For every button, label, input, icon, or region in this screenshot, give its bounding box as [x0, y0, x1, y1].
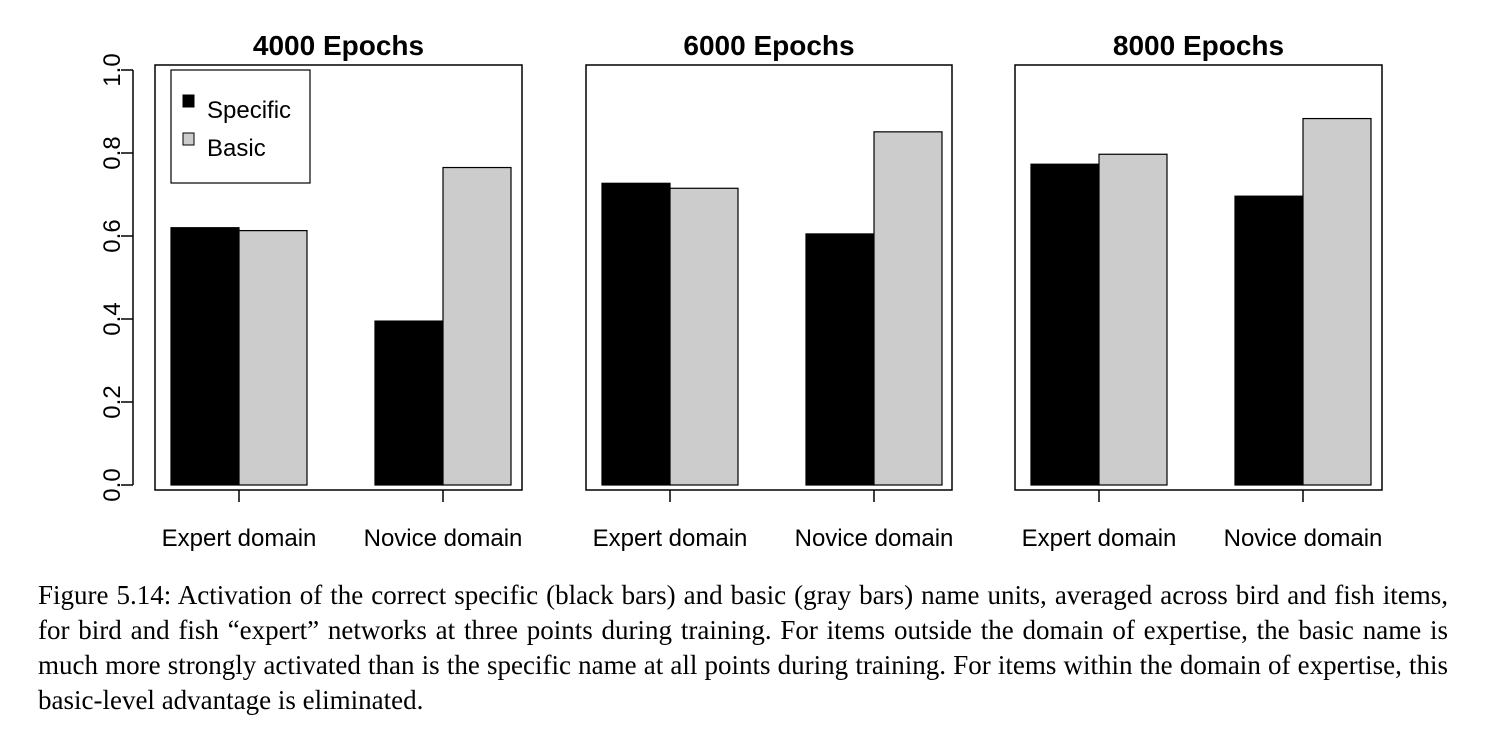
bar-specific	[601, 182, 671, 486]
y-axis: 0.0 0.2 0.4 0.6 0.8 1.0	[99, 53, 134, 502]
bar-basic	[1098, 153, 1168, 486]
panel-2: 6000 Epochs Expert domain Novice domain	[585, 30, 954, 552]
legend: Specific Basic	[170, 69, 311, 184]
legend-frame	[170, 69, 311, 184]
x-category-label: Expert domain	[593, 525, 748, 552]
panel-frame	[585, 64, 953, 491]
x-category-label: Novice domain	[364, 525, 523, 552]
legend-label-basic: Basic	[207, 135, 266, 162]
y-tick-label: 0.4	[99, 302, 126, 335]
bar-basic	[873, 131, 943, 486]
x-category-label: Novice domain	[1224, 525, 1383, 552]
legend-swatch-specific	[182, 94, 195, 108]
y-tick-label: 0.2	[99, 385, 126, 418]
bar-basic	[238, 230, 308, 486]
bar-specific	[805, 233, 875, 486]
bar-specific	[1030, 163, 1100, 486]
bar-basic	[1302, 117, 1372, 486]
x-category-label: Expert domain	[162, 525, 317, 552]
bar-basic	[669, 187, 739, 486]
figure-caption: Figure 5.14: Activation of the correct s…	[38, 580, 1448, 715]
panel-frame	[154, 64, 523, 491]
y-tick-label: 0.8	[99, 136, 126, 169]
legend-label-specific: Specific	[207, 97, 291, 124]
y-tick-label: 0.6	[99, 219, 126, 252]
bar-basic	[442, 166, 512, 486]
panel-3: 8000 Epochs Expert domain Novice domain	[1014, 30, 1383, 552]
x-category-label: Novice domain	[795, 525, 954, 552]
bar-chart-figure: 0.0 0.2 0.4 0.6 0.8 1.0 4000 Epochs Expert dom…	[99, 30, 1383, 552]
panel-title: 4000 Epochs	[253, 30, 424, 61]
panel-frame	[1014, 64, 1383, 491]
panel-title: 6000 Epochs	[683, 30, 854, 61]
panel-1: 4000 Epochs Expert domain Novice domain	[154, 30, 523, 552]
bar-specific	[1234, 195, 1304, 486]
panel-title: 8000 Epochs	[1113, 30, 1284, 61]
x-category-label: Expert domain	[1022, 525, 1177, 552]
y-tick-label: 0.0	[99, 468, 126, 501]
bar-specific	[170, 227, 240, 486]
y-tick-label: 1.0	[99, 53, 126, 86]
bar-specific	[374, 320, 444, 486]
legend-swatch-basic	[182, 132, 195, 146]
